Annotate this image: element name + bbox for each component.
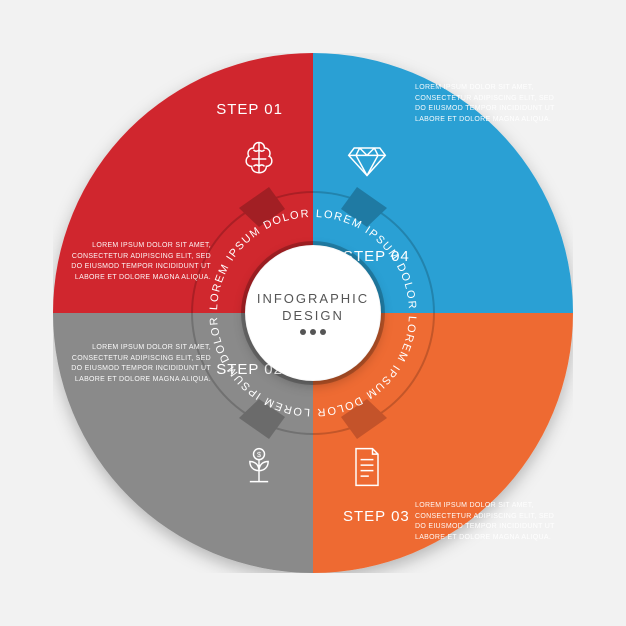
step-label-q1: STEP 01 — [216, 101, 283, 118]
dot-icon — [320, 329, 326, 335]
body-text-q1: LOREM IPSUM DOLOR SIT AMET, CONSECTETUR … — [71, 241, 211, 283]
center-circle: INFOGRAPHIC DESIGN — [245, 245, 381, 381]
document-icon — [345, 445, 389, 489]
body-text-q4: LOREM IPSUM DOLOR SIT AMET, CONSECTETUR … — [415, 83, 555, 125]
diamond-icon — [345, 137, 389, 181]
svg-text:$: $ — [257, 450, 261, 459]
brain-icon — [237, 137, 281, 181]
money-plant-icon: $ — [237, 445, 281, 489]
center-title-line2: DESIGN — [282, 308, 344, 323]
dot-icon — [310, 329, 316, 335]
infographic-wheel: LOREM IPSUM DOLOR LOREM IPSUM DOLOR LORE… — [53, 53, 573, 573]
step-label-q3: STEP 03 — [343, 508, 410, 525]
body-text-q2: LOREM IPSUM DOLOR SIT AMET, CONSECTETUR … — [71, 343, 211, 385]
body-text-q3: LOREM IPSUM DOLOR SIT AMET, CONSECTETUR … — [415, 501, 555, 543]
center-dots — [300, 329, 326, 335]
center-title-line1: INFOGRAPHIC — [257, 291, 369, 306]
dot-icon — [300, 329, 306, 335]
